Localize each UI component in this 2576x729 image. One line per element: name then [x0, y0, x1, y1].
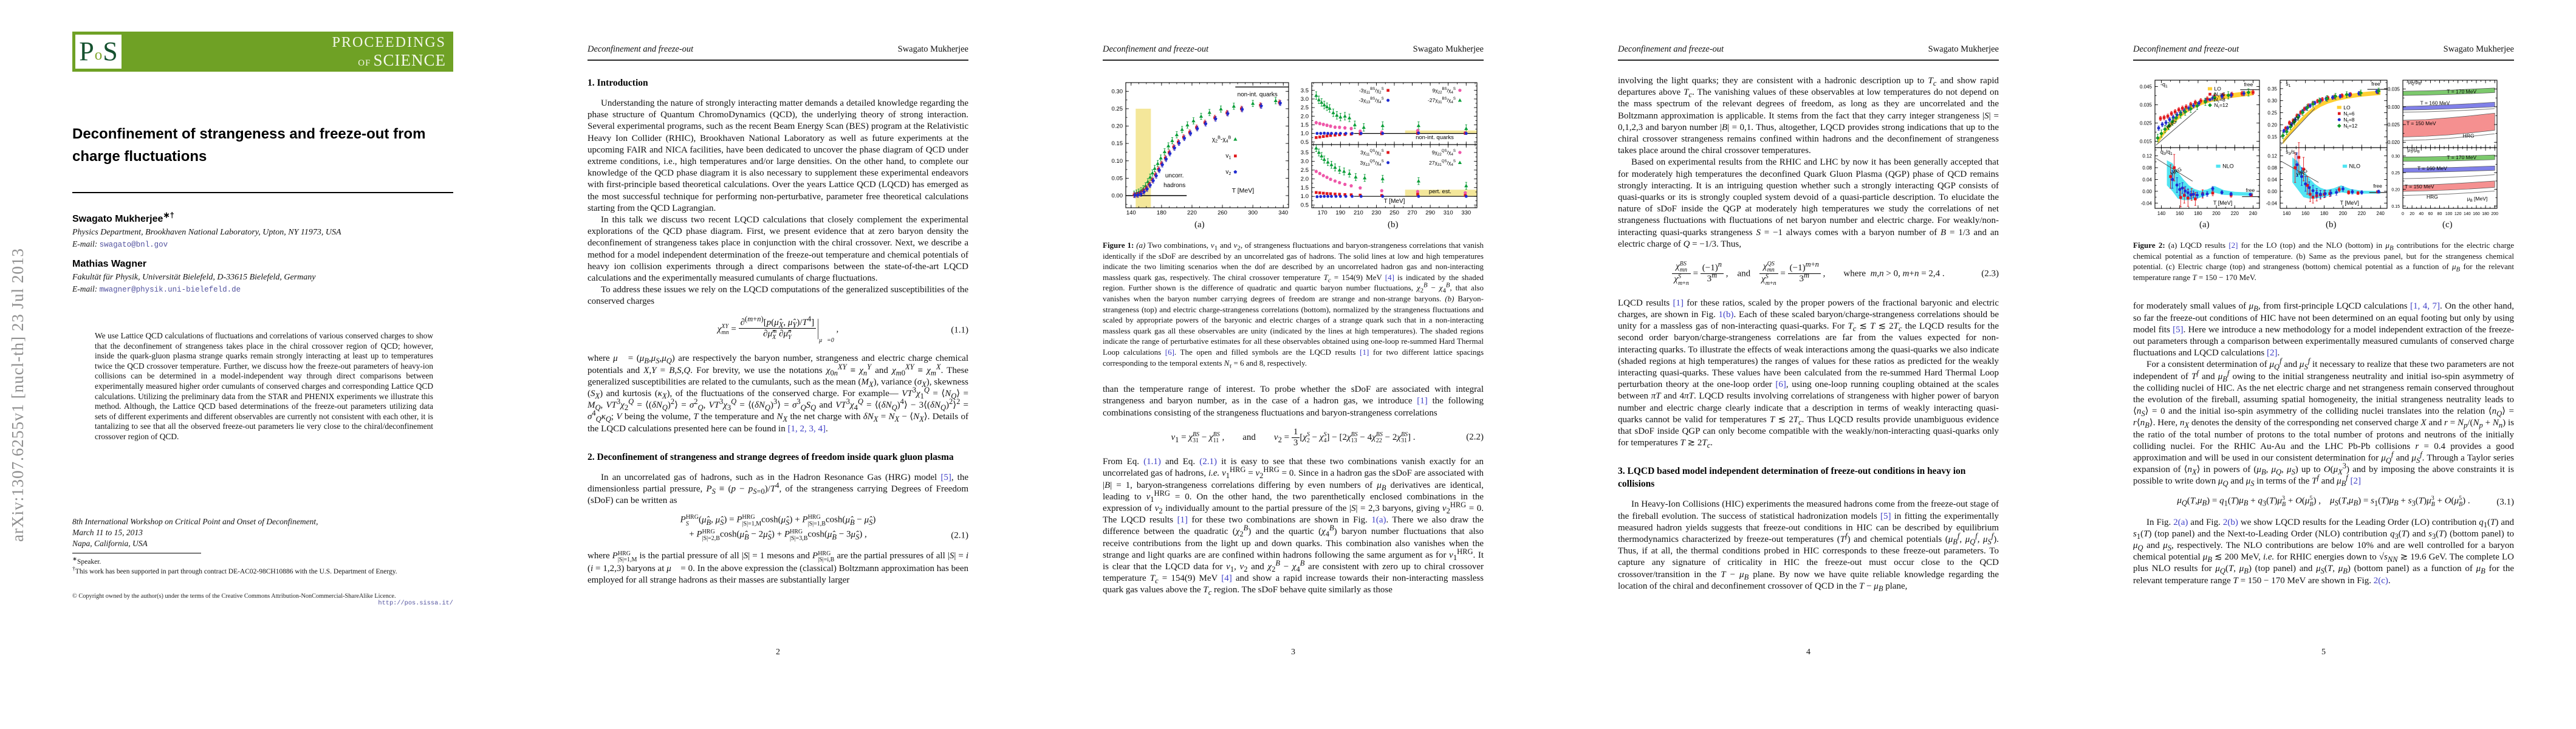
equation-3-1-number: (3.1)	[2496, 497, 2514, 507]
section-heading-introduction: 1. Introduction	[587, 78, 648, 88]
conference-line-2: March 11 to 15, 2013	[72, 528, 143, 537]
running-header-author: Swagato Mukherjee	[1413, 44, 1484, 54]
paragraph: involving the light quarks; they are con…	[1618, 76, 1999, 156]
running-header-title: Deconfinement and freeze-out	[1103, 44, 1209, 54]
paragraph: for moderately small values of μB, from …	[2133, 301, 2514, 358]
footnote-support: †This work has been supported in part th…	[72, 566, 397, 575]
author-name-2: Mathias Wagner	[72, 259, 147, 269]
paragraph: than the temperature range of interest. …	[1103, 385, 1484, 418]
equation-1-1: χ XY mn = ∂(m+n)[p(μ̂X, μ̂Y)/T4] ∂μ̂ m X ∂μ̂ n…	[587, 314, 968, 344]
equation-3-1: μQ(T,μB) = q1(T)μB + q3(T)μ 3 B + O(μ 5 B) ,…	[2133, 495, 2514, 509]
section-heading-deconfinement: 2. Deconfinement of strangeness and stra…	[587, 451, 954, 462]
figure-2-panel-label-b: (b)	[2326, 220, 2337, 230]
equation-2-1-body-b: + P HRG |S|=2,B cosh(μ̂B − 2μ̂S) + P HRG |S|=…	[689, 529, 867, 542]
author-email-row-1: E-mail: swagato@bnl.gov	[72, 239, 453, 249]
figure-1-panel-label-b: (b)	[1388, 220, 1399, 230]
page-2: Deconfinement and freeze-out Swagato Muk…	[515, 0, 1030, 729]
copyright-text: © Copyright owned by the author(s) under…	[72, 593, 396, 600]
conference-info: 8th International Workshop on Critical P…	[72, 516, 413, 549]
email-label-2: E-mail:	[72, 284, 100, 293]
paragraph: Understanding the nature of strongly int…	[587, 98, 968, 213]
running-header: Deconfinement and freeze-out Swagato Muk…	[2133, 39, 2514, 61]
conference-line-1: 8th International Workshop on Critical P…	[72, 517, 318, 526]
paragraph: In Heavy-Ion Collisions (HIC) experiment…	[1618, 499, 1999, 593]
author-block: Swagato Mukherjee∗† Physics Department, …	[72, 204, 453, 294]
pos-logo-letter-s: S	[103, 36, 118, 66]
banner-science: SCIENCE	[373, 51, 446, 69]
author-affiliation-2: Fakultät für Physik, Universität Bielefe…	[72, 273, 316, 282]
equation-2-2-number: (2.2)	[1466, 432, 1484, 442]
running-header-title: Deconfinement and freeze-out	[587, 44, 694, 54]
author-affiliation-1: Physics Department, Brookhaven National …	[72, 228, 341, 237]
author-email-row-2: E-mail: mwagner@physik.uni-bielefeld.de	[72, 284, 453, 294]
page-number: 4	[1806, 648, 1810, 657]
running-header-title: Deconfinement and freeze-out	[2133, 44, 2239, 54]
pos-logo-letter-p: P	[79, 36, 94, 66]
page-1: arXiv:1307.6255v1 [nucl-th] 23 Jul 2013 …	[0, 0, 515, 729]
footer-url-link[interactable]: http://pos.sissa.it/	[378, 600, 453, 607]
running-header: Deconfinement and freeze-out Swagato Muk…	[587, 39, 968, 61]
paragraph: From Eq. (1.1) and Eq. (2.1) it is easy …	[1103, 457, 1484, 597]
figure-1-caption: Figure 1: (a) Two combinations, v1 and v…	[1103, 241, 1484, 370]
equation-2-1-line1: P HRG S (μ̂B, μ̂S) = P HRG |S|=1,M cosh(μ̂S) +…	[587, 515, 968, 528]
author-email-link-1[interactable]: swagato@bnl.gov	[99, 241, 168, 249]
equation-1-1-body: χ XY mn = ∂(m+n)[p(μ̂X, μ̂Y)/T4] ∂μ̂ m X ∂μ̂ n…	[717, 314, 839, 344]
copyright-footer: © Copyright owned by the author(s) under…	[72, 593, 453, 607]
page-number: 5	[2321, 648, 2326, 657]
running-header: Deconfinement and freeze-out Swagato Muk…	[1103, 39, 1484, 61]
equation-2-1-line2: + P HRG |S|=2,B cosh(μ̂B − 2μ̂S) + P HRG |S|=…	[587, 529, 968, 542]
banner-line1: PROCEEDINGS	[332, 35, 446, 50]
running-header-author: Swagato Mukherjee	[1928, 44, 1999, 54]
paragraph: To address these issues we rely on the L…	[587, 285, 968, 307]
figure-2-caption: Figure 2: (a) LQCD results [2] for the L…	[2133, 241, 2514, 282]
page-number: 2	[776, 648, 780, 657]
running-header: Deconfinement and freeze-out Swagato Muk…	[1618, 39, 1999, 61]
equation-1-1-number: (1.1)	[951, 325, 968, 335]
running-header-author: Swagato Mukherjee	[897, 44, 968, 54]
paragraph: where μ⃗ = (μB,μS,μQ) are respectively t…	[587, 354, 969, 434]
paragraph: LQCD results [1] for these ratios, scale…	[1618, 298, 1999, 450]
figure-1-panel-label-a: (a)	[1194, 220, 1205, 230]
equation-2-3-number: (2.3)	[1981, 269, 1999, 279]
page-5: 0.015 0.025 0.035 0.045 -q1 HRG free LO Nτ=6 Nτ=8…	[2061, 0, 2576, 729]
abstract: We use Lattice QCD calculations of fluct…	[95, 331, 433, 441]
paragraph: In this talk we discuss two recent LQCD …	[587, 215, 968, 284]
footnote-speaker: ∗Speaker.	[72, 556, 101, 566]
running-header-author: Swagato Mukherjee	[2443, 44, 2514, 54]
email-label-1: E-mail:	[72, 239, 100, 248]
figure-2-panel-label-c: (c)	[2442, 220, 2453, 230]
pos-logo-letter-o: o	[94, 46, 103, 63]
paragraph: For a consistent determination of μQf an…	[2133, 357, 2515, 488]
page-4: Deconfinement and freeze-out Swagato Muk…	[1546, 0, 2061, 729]
title-rule	[72, 192, 453, 193]
arxiv-watermark: arXiv:1307.6255v1 [nucl-th] 23 Jul 2013	[9, 248, 27, 542]
paragraph: In an uncorrelated gas of hadrons, such …	[587, 472, 969, 506]
page-3: 140 180 220 260 300 340 0.00 0.05 0.10 0.15 0.20 0.…	[1030, 0, 1546, 729]
equation-2-1-number: (2.1)	[951, 530, 968, 541]
author-email-link-2[interactable]: mwagner@physik.uni-bielefeld.de	[99, 286, 241, 294]
paragraph: Based on experimental results from the R…	[1618, 157, 1999, 249]
proceedings-of-science-wordmark: PROCEEDINGS OF SCIENCE	[332, 35, 446, 72]
equation-2-1-body-a: P HRG S (μ̂B, μ̂S) = P HRG |S|=1,M cosh(μ̂S) +…	[680, 514, 876, 527]
paragraph: where P HRG |S|=1,M is the partial pressur…	[587, 550, 968, 586]
equation-2-2-body: v1 = χ BS 31 − χ BS 11 , and v2 = 1 3 [χ S 2 − χ…	[1171, 426, 1416, 448]
paragraph: In Fig. 2(a) and Fig. 2(b) we show LQCD …	[2133, 517, 2515, 586]
equation-2-2: v1 = χ BS 31 − χ BS 11 , and v2 = 1 3 [χ S 2 − χ…	[1103, 427, 1484, 449]
running-header-title: Deconfinement and freeze-out	[1618, 44, 1724, 54]
figure-1-area	[1103, 61, 1484, 240]
page-number: 3	[1291, 648, 1295, 657]
figure-2-panel-label-a: (a)	[2199, 220, 2210, 230]
section-heading-freezeout: 3. LQCD based model independent determin…	[1618, 466, 1966, 490]
paper-title: Deconfinement of strangeness and freeze-…	[72, 126, 426, 165]
equation-3-1-body: μQ(T,μB) = q1(T)μB + q3(T)μ 3 B + O(μ 5 B) ,…	[2177, 495, 2470, 508]
conference-line-3: Napa, California, USA	[72, 539, 148, 548]
banner-of: OF	[358, 58, 371, 68]
author-name-1: Swagato Mukherjee∗†	[72, 210, 174, 224]
figure-2-area	[2133, 61, 2514, 240]
